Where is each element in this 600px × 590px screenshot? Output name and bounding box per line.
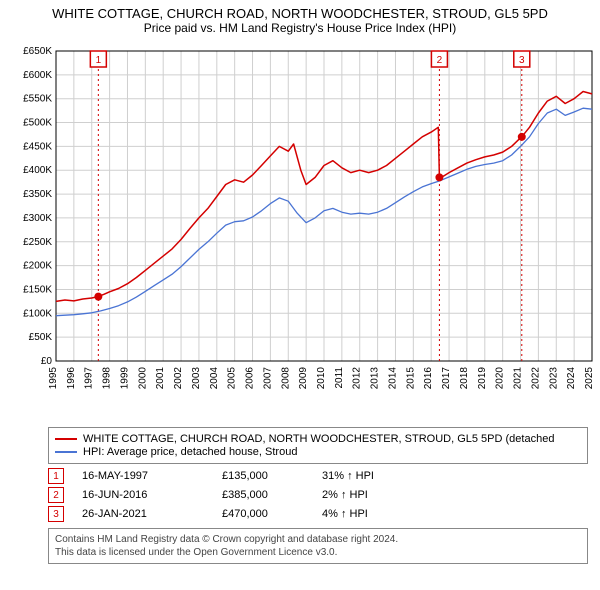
- sale-date-1: 16-MAY-1997: [82, 470, 222, 482]
- svg-text:2022: 2022: [530, 367, 541, 390]
- footnote-line1: Contains HM Land Registry data © Crown c…: [55, 533, 581, 546]
- svg-text:2015: 2015: [405, 367, 416, 390]
- chart-title-line1: WHITE COTTAGE, CHURCH ROAD, NORTH WOODCH…: [0, 0, 600, 21]
- svg-text:£400K: £400K: [23, 165, 52, 176]
- svg-text:2003: 2003: [191, 367, 202, 390]
- footnote-box: Contains HM Land Registry data © Crown c…: [48, 528, 588, 564]
- svg-text:1996: 1996: [66, 367, 77, 390]
- svg-text:£0: £0: [41, 356, 53, 367]
- legend-item-hpi: HPI: Average price, detached house, Stro…: [55, 446, 581, 458]
- sale-badge-2: 2: [48, 487, 64, 503]
- sale-price-1: £135,000: [222, 470, 322, 482]
- sale-row-1: 1 16-MAY-1997 £135,000 31% ↑ HPI: [48, 468, 588, 484]
- svg-text:2017: 2017: [441, 367, 452, 390]
- sale-row-3: 3 26-JAN-2021 £470,000 4% ↑ HPI: [48, 506, 588, 522]
- svg-text:£300K: £300K: [23, 213, 52, 224]
- svg-text:2025: 2025: [584, 367, 595, 390]
- sales-table: 1 16-MAY-1997 £135,000 31% ↑ HPI 2 16-JU…: [48, 468, 588, 522]
- svg-text:1995: 1995: [48, 367, 59, 390]
- svg-text:£350K: £350K: [23, 189, 52, 200]
- svg-text:£500K: £500K: [23, 118, 52, 129]
- legend-swatch-hpi: [55, 451, 77, 453]
- sale-delta-3: 4% ↑ HPI: [322, 508, 422, 520]
- svg-text:1: 1: [96, 55, 102, 66]
- sale-row-2: 2 16-JUN-2016 £385,000 2% ↑ HPI: [48, 487, 588, 503]
- svg-text:£200K: £200K: [23, 261, 52, 272]
- svg-text:£550K: £550K: [23, 94, 52, 105]
- svg-text:2006: 2006: [245, 367, 256, 390]
- price-line-chart: £0 £50K £100K £150K £200K £250K £300K £350K £400…: [0, 41, 600, 421]
- svg-text:2020: 2020: [495, 367, 506, 390]
- svg-text:1999: 1999: [119, 367, 130, 390]
- svg-text:2001: 2001: [155, 367, 166, 390]
- sale-badge-1: 1: [48, 468, 64, 484]
- svg-text:2013: 2013: [370, 367, 381, 390]
- svg-text:2002: 2002: [173, 367, 184, 390]
- svg-text:2016: 2016: [423, 367, 434, 390]
- legend-item-property: WHITE COTTAGE, CHURCH ROAD, NORTH WOODCH…: [55, 433, 581, 445]
- svg-text:2024: 2024: [566, 367, 577, 390]
- footnote-line2: This data is licensed under the Open Gov…: [55, 546, 581, 559]
- sale-badge-2-label: 2: [53, 490, 59, 501]
- svg-text:2010: 2010: [316, 367, 327, 390]
- svg-text:£50K: £50K: [29, 332, 53, 343]
- svg-text:2012: 2012: [352, 367, 363, 390]
- svg-text:2009: 2009: [298, 367, 309, 390]
- sale-price-2: £385,000: [222, 489, 322, 501]
- svg-text:£150K: £150K: [23, 284, 52, 295]
- chart-area: £0 £50K £100K £150K £200K £250K £300K £350K £400…: [0, 41, 600, 421]
- svg-text:2019: 2019: [477, 367, 488, 390]
- svg-text:2023: 2023: [548, 367, 559, 390]
- svg-text:1997: 1997: [84, 367, 95, 390]
- svg-text:2014: 2014: [387, 367, 398, 390]
- svg-text:2018: 2018: [459, 367, 470, 390]
- sale-badge-3-label: 3: [53, 509, 59, 520]
- svg-text:2: 2: [437, 55, 443, 66]
- svg-text:2011: 2011: [334, 367, 345, 389]
- sale-date-3: 26-JAN-2021: [82, 508, 222, 520]
- svg-text:£450K: £450K: [23, 141, 52, 152]
- svg-text:2005: 2005: [227, 367, 238, 390]
- sale-badge-1-label: 1: [53, 471, 59, 482]
- chart-legend: WHITE COTTAGE, CHURCH ROAD, NORTH WOODCH…: [48, 427, 588, 464]
- svg-text:3: 3: [519, 55, 525, 66]
- legend-label-hpi: HPI: Average price, detached house, Stro…: [83, 446, 297, 458]
- svg-text:1998: 1998: [102, 367, 113, 390]
- svg-text:2000: 2000: [137, 367, 148, 390]
- sale-price-3: £470,000: [222, 508, 322, 520]
- sale-delta-2: 2% ↑ HPI: [322, 489, 422, 501]
- svg-text:2021: 2021: [513, 367, 524, 390]
- legend-swatch-property: [55, 438, 77, 440]
- svg-text:2004: 2004: [209, 367, 220, 390]
- svg-text:£600K: £600K: [23, 70, 52, 81]
- sale-delta-1: 31% ↑ HPI: [322, 470, 422, 482]
- svg-text:£250K: £250K: [23, 237, 52, 248]
- svg-text:£100K: £100K: [23, 308, 52, 319]
- legend-label-property: WHITE COTTAGE, CHURCH ROAD, NORTH WOODCH…: [83, 433, 554, 445]
- page-root: WHITE COTTAGE, CHURCH ROAD, NORTH WOODCH…: [0, 0, 600, 564]
- sale-badge-3: 3: [48, 506, 64, 522]
- svg-text:2008: 2008: [280, 367, 291, 390]
- chart-title-line2: Price paid vs. HM Land Registry's House …: [0, 21, 600, 41]
- sale-date-2: 16-JUN-2016: [82, 489, 222, 501]
- svg-text:£650K: £650K: [23, 46, 52, 57]
- svg-text:2007: 2007: [262, 367, 273, 390]
